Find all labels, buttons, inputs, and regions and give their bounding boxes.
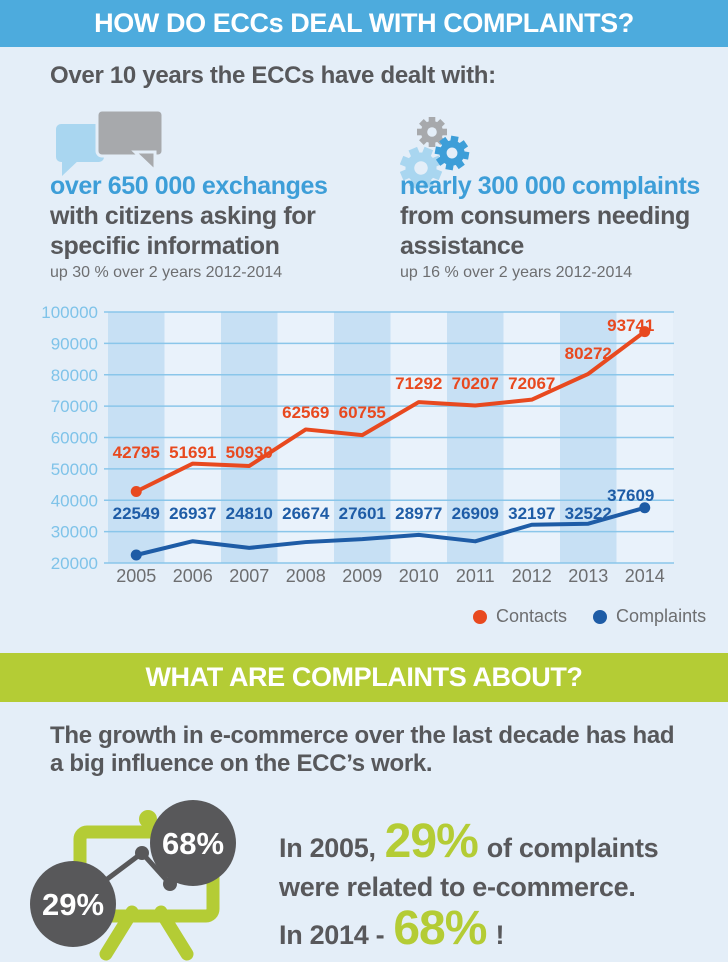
x-tick-label: 2009	[342, 566, 382, 586]
x-tick-label: 2014	[625, 566, 665, 586]
y-tick-label: 70000	[51, 397, 98, 416]
sentence-line2: were related to e-commerce.	[279, 872, 636, 902]
legend-label-contacts: Contacts	[496, 606, 568, 626]
stat-complaints-highlight: nearly 300 000 complaints	[400, 172, 700, 200]
complaints-data-label: 26674	[282, 504, 330, 523]
chart-band	[616, 312, 673, 563]
x-tick-label: 2005	[116, 566, 156, 586]
y-tick-label: 30000	[51, 523, 98, 542]
sentence-line3: In 2014 - 68% !	[279, 901, 719, 956]
y-tick-label: 80000	[51, 366, 98, 385]
chart-band	[334, 312, 391, 563]
chart-band	[390, 312, 447, 563]
chart-band	[221, 312, 278, 563]
complaints-data-label: 24810	[226, 504, 273, 523]
x-tick-label: 2012	[512, 566, 552, 586]
contacts-data-label: 72067	[508, 374, 555, 393]
contacts-data-label: 50930	[226, 443, 273, 462]
contacts-data-label: 80272	[565, 344, 612, 363]
easel-chart-illustration: 29% 68%	[30, 800, 236, 961]
stat-exchanges-note: up 30 % over 2 years 2012-2014	[50, 264, 283, 281]
chart-band	[108, 312, 165, 563]
x-tick-label: 2010	[399, 566, 439, 586]
gear-icon	[434, 135, 470, 171]
contacts-line	[134, 329, 647, 494]
stat-complaints-note: up 16 % over 2 years 2012-2014	[400, 264, 633, 281]
contacts-data-label: 71292	[395, 374, 442, 393]
complaints-dot-icon	[593, 609, 608, 624]
growth-line2: a big influence on the ECC’s work.	[50, 750, 433, 777]
contacts-dot-icon	[473, 609, 487, 624]
complaints-data-label: 26909	[452, 504, 499, 523]
chart-band	[164, 312, 221, 563]
stat-exchanges-line1: with citizens asking for	[50, 202, 316, 230]
contacts-endpoint-dot	[130, 485, 142, 497]
legend-label-complaints: Complaints	[616, 606, 707, 626]
complaints-data-label: 22549	[113, 504, 160, 523]
stat-complaints-line2: assistance	[400, 232, 524, 260]
complaints-endpoint-dot	[130, 549, 142, 561]
y-tick-label: 100000	[41, 303, 98, 322]
y-tick-label: 40000	[51, 491, 98, 510]
badge-29-label: 29%	[42, 887, 104, 922]
gears-icon	[400, 117, 470, 190]
complaints-data-label: 26937	[169, 504, 216, 523]
complaints-data-label: 32522	[565, 504, 612, 523]
sentence-part1: In 2005,	[279, 833, 376, 863]
badge-68-circle	[150, 800, 236, 886]
chart-legend: Contacts Complaints	[473, 606, 706, 627]
badge-68-label: 68%	[162, 826, 224, 861]
complaints-data-label: 37609	[607, 486, 654, 505]
chart-band	[560, 312, 617, 563]
gear-icon	[400, 146, 443, 190]
x-tick-label: 2013	[568, 566, 608, 586]
contacts-endpoint-dot	[639, 326, 651, 338]
complaints-line	[134, 505, 647, 558]
ecommerce-sentence: In 2005, 29% of complaints were related …	[279, 814, 719, 956]
x-tick-label: 2008	[286, 566, 326, 586]
sentence-part2: of complaints	[486, 833, 659, 863]
contacts-data-label: 70207	[452, 374, 499, 393]
legend-item-complaints: Complaints	[593, 606, 706, 627]
stat-complaints-line1: from consumers needing	[400, 202, 690, 230]
contacts-data-label: 93741	[607, 316, 654, 335]
sentence-part3: In 2014 -	[279, 920, 385, 950]
chart-band	[503, 312, 560, 563]
stat-exchanges-line2: specific information	[50, 232, 280, 260]
complaints-data-label: 32197	[508, 504, 555, 523]
contacts-data-label: 60755	[339, 403, 386, 422]
badge-29-circle	[30, 861, 116, 947]
speech-bubbles-icon	[56, 108, 165, 176]
contacts-data-label: 51691	[169, 443, 216, 462]
stat-exchanges-highlight: over 650 000 exchanges	[50, 172, 328, 200]
y-tick-label: 60000	[51, 429, 98, 448]
complaints-data-label: 27601	[339, 504, 386, 523]
contacts-complaints-line-chart: 20000 30000 40000 50000 60000 70000 80000 90000…	[41, 303, 674, 586]
complaints-data-label: 28977	[395, 504, 442, 523]
sentence-highlight-68: 68%	[393, 902, 487, 955]
chart-band	[447, 312, 504, 563]
y-tick-label: 20000	[51, 554, 98, 573]
contacts-data-label: 42795	[113, 443, 160, 462]
y-tick-label: 90000	[51, 334, 98, 353]
complaints-endpoint-dot	[639, 502, 651, 514]
growth-line1: The growth in e-commerce over the last d…	[50, 722, 675, 749]
x-tick-label: 2011	[456, 566, 495, 586]
sentence-punct: !	[495, 920, 505, 950]
page-title: HOW DO ECCs DEAL WITH COMPLAINTS?	[94, 8, 634, 38]
section2-band: WHAT ARE COMPLAINTS ABOUT?	[0, 653, 728, 702]
sentence-highlight-29: 29%	[384, 815, 479, 868]
legend-item-contacts: Contacts	[473, 606, 567, 627]
sentence-line1: In 2005, 29% of complaints	[279, 814, 719, 869]
intro-heading: Over 10 years the ECCs have dealt with:	[50, 62, 496, 89]
growth-paragraph: The growth in e-commerce over the last d…	[50, 722, 675, 778]
y-tick-label: 50000	[51, 460, 98, 479]
header-band: HOW DO ECCs DEAL WITH COMPLAINTS?	[0, 0, 728, 47]
x-tick-label: 2006	[173, 566, 213, 586]
contacts-data-label: 62569	[282, 403, 329, 422]
section2-title: WHAT ARE COMPLAINTS ABOUT?	[145, 662, 583, 692]
x-tick-label: 2007	[229, 566, 269, 586]
chart-band	[277, 312, 334, 563]
